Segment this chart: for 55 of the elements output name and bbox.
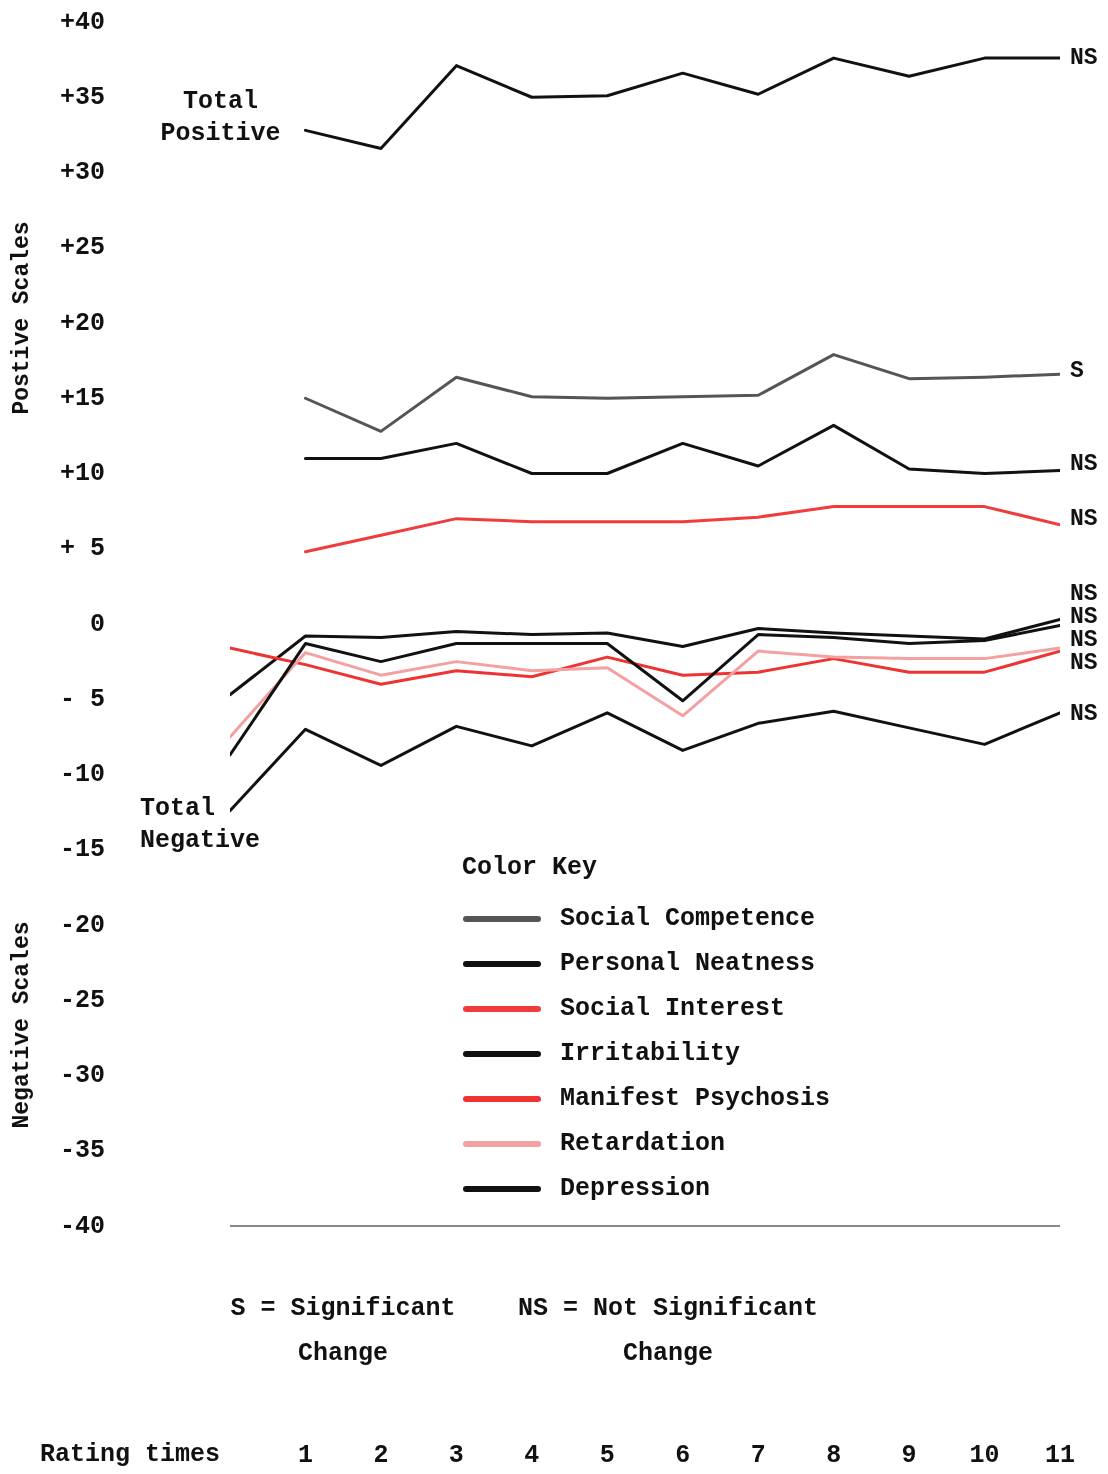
y-tick-label: + 5 xyxy=(59,534,105,564)
x-tick-label: 3 xyxy=(448,1440,464,1470)
x-tick-label: 9 xyxy=(901,1440,917,1470)
y-tick-label: -10 xyxy=(59,760,105,789)
line-series xyxy=(303,505,1060,554)
annotation: S xyxy=(1070,358,1084,385)
x-tick-label: 5 xyxy=(599,1440,615,1470)
y-tick-label: -40 xyxy=(59,1211,105,1241)
annotation: Total Positive xyxy=(160,87,281,149)
line-series xyxy=(303,423,1060,475)
text: S = Significant Change xyxy=(229,1293,457,1370)
text: NS = Not Significant Change xyxy=(516,1293,820,1370)
line-series xyxy=(303,56,1060,150)
x-tick-label: 4 xyxy=(524,1440,540,1470)
y-axis-title: Postive Scales xyxy=(9,221,35,415)
legend-label: Social Competence xyxy=(560,904,816,933)
legend-label: Irritability xyxy=(560,1039,741,1068)
legend-label: Personal Neatness xyxy=(560,949,816,978)
annotation: Total Negative xyxy=(140,793,261,855)
y-tick-label: +40 xyxy=(59,7,105,37)
legend-title: Color Key xyxy=(462,853,599,882)
x-tick-label: 1 xyxy=(297,1440,313,1470)
y-tick-label: +30 xyxy=(59,158,105,187)
x-tick-label: 10 xyxy=(969,1440,1000,1470)
y-tick-label: +35 xyxy=(59,82,105,112)
x-tick-label: 7 xyxy=(750,1440,766,1470)
legend-label: Manifest Psychosis xyxy=(560,1084,831,1113)
x-tick-label: 8 xyxy=(826,1440,842,1470)
text: Negative Scales xyxy=(9,921,35,1129)
y-tick-label: -30 xyxy=(59,1061,105,1090)
y-tick-label: -20 xyxy=(59,910,105,940)
y-tick-label: - 5 xyxy=(59,684,105,714)
line-series xyxy=(230,709,1060,813)
x-tick-label: 6 xyxy=(675,1440,691,1470)
y-tick-label: +25 xyxy=(59,233,105,263)
y-tick-label: +10 xyxy=(59,459,105,488)
legend-label: Social Interest xyxy=(560,994,786,1023)
annotation: NS xyxy=(1070,701,1098,728)
line-series xyxy=(230,646,1060,739)
y-tick-label: -35 xyxy=(59,1136,105,1166)
annotation: NS xyxy=(1070,505,1098,532)
x-tick-label: 2 xyxy=(373,1440,389,1470)
legend-label: Retardation xyxy=(560,1129,726,1158)
y-tick-label: +20 xyxy=(59,308,105,338)
y-tick-label: 0 xyxy=(89,609,105,639)
line-series xyxy=(230,646,1060,686)
y-tick-label: +15 xyxy=(59,383,105,413)
x-tick-label: 11 xyxy=(1044,1440,1076,1470)
annotation: NS xyxy=(1070,451,1098,478)
x-axis-title: Rating times xyxy=(40,1440,221,1469)
y-tick-label: -15 xyxy=(59,835,105,865)
line-series xyxy=(303,353,1060,433)
annotation: NS xyxy=(1070,45,1098,72)
legend-label: Depression xyxy=(560,1174,711,1203)
y-tick-label: -25 xyxy=(59,985,105,1015)
